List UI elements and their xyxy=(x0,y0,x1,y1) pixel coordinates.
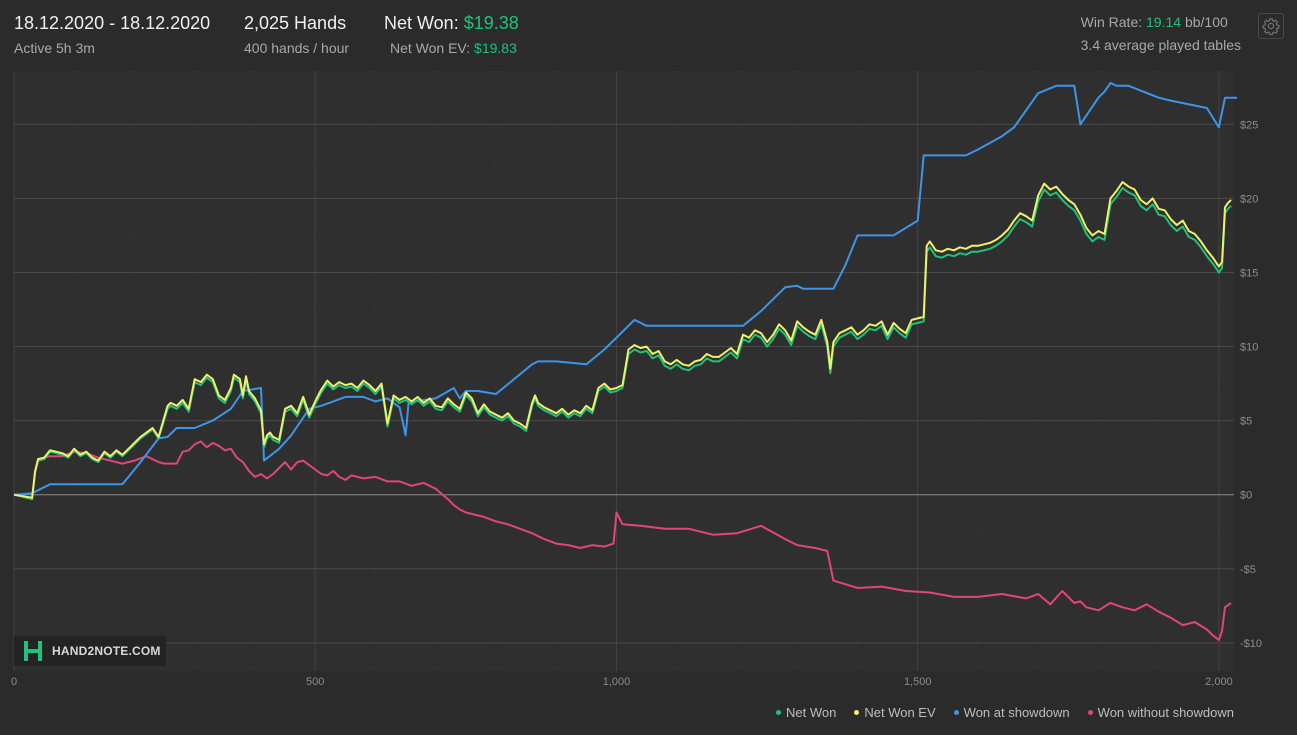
settings-button[interactable] xyxy=(1258,13,1284,39)
legend-dot xyxy=(776,710,782,715)
series-line-net-won-ev xyxy=(13,181,1232,499)
x-tick-label: 500 xyxy=(306,676,324,688)
x-tick-label: 1,500 xyxy=(904,676,932,688)
watermark-text: HAND2NOTE.COM xyxy=(52,644,161,658)
net-won-block: Net Won: $19.38 Net Won EV: $19.83 xyxy=(384,13,519,56)
y-tick-label: $20 xyxy=(1240,193,1258,205)
win-rate-unit: bb/100 xyxy=(1184,14,1228,30)
gear-icon xyxy=(1262,18,1280,35)
y-tick-label: $0 xyxy=(1240,490,1252,502)
legend-item-won-without-showdown[interactable]: Won without showdown xyxy=(1087,705,1234,720)
y-tick-label: -$10 xyxy=(1240,638,1262,650)
y-tick-label: $15 xyxy=(1240,267,1258,279)
header: 18.12.2020 - 18.12.2020 Active 5h 3m 2,0… xyxy=(0,0,1297,60)
legend-item-net-won-ev[interactable]: Net Won EV xyxy=(854,705,936,720)
y-tick-label: $5 xyxy=(1240,416,1252,428)
date-range: 18.12.2020 - 18.12.2020 xyxy=(14,13,211,33)
legend-item-net-won[interactable]: Net Won xyxy=(776,705,836,720)
legend-dot xyxy=(953,710,959,715)
legend-dot xyxy=(854,710,860,715)
legend-dot xyxy=(1087,710,1093,715)
y-tick-label: $10 xyxy=(1240,342,1258,354)
h2n-logo-icon xyxy=(24,641,42,661)
series-line-won-without-showdown xyxy=(13,440,1232,641)
hands-block: 2,025 Hands 400 hands / hour xyxy=(244,13,349,56)
win-rate-label: Win Rate: xyxy=(1080,14,1143,30)
series-line-won-at-showdown xyxy=(13,81,1237,496)
legend-label: Net Won xyxy=(786,705,837,720)
y-tick-label: -$5 xyxy=(1240,564,1256,576)
legend-item-won-at-showdown[interactable]: Won at showdown xyxy=(953,705,1070,720)
hands-rate: 400 hands / hour xyxy=(244,40,350,56)
x-tick-label: 2,000 xyxy=(1205,676,1233,688)
win-rate-value: 19.14 xyxy=(1146,14,1182,30)
y-tick-label: $25 xyxy=(1240,119,1258,131)
x-tick-label: 1,000 xyxy=(603,676,631,688)
legend-label: Net Won EV xyxy=(864,705,936,720)
net-won-value: $19.38 xyxy=(463,13,519,33)
average-tables: 3.4 average played tables xyxy=(1080,37,1241,53)
date-range-block: 18.12.2020 - 18.12.2020 Active 5h 3m xyxy=(14,13,210,56)
net-won-ev-label: Net Won EV: xyxy=(390,40,471,56)
net-won-label: Net Won: xyxy=(384,13,459,33)
watermark: HAND2NOTE.COM xyxy=(14,636,166,666)
active-time: Active 5h 3m xyxy=(14,40,95,56)
series-line-net-won xyxy=(13,187,1232,501)
legend: Net Won Net Won EV Won at showdown Won w… xyxy=(776,705,1234,720)
win-rate-block: Win Rate: 19.14 bb/100 3.4 average playe… xyxy=(1081,14,1241,53)
hands-count: 2,025 Hands xyxy=(244,13,347,33)
legend-label: Won at showdown xyxy=(963,705,1070,720)
legend-label: Won without showdown xyxy=(1097,705,1234,720)
x-tick-label: 0 xyxy=(11,676,17,688)
net-won-ev-value: $19.83 xyxy=(474,40,517,56)
